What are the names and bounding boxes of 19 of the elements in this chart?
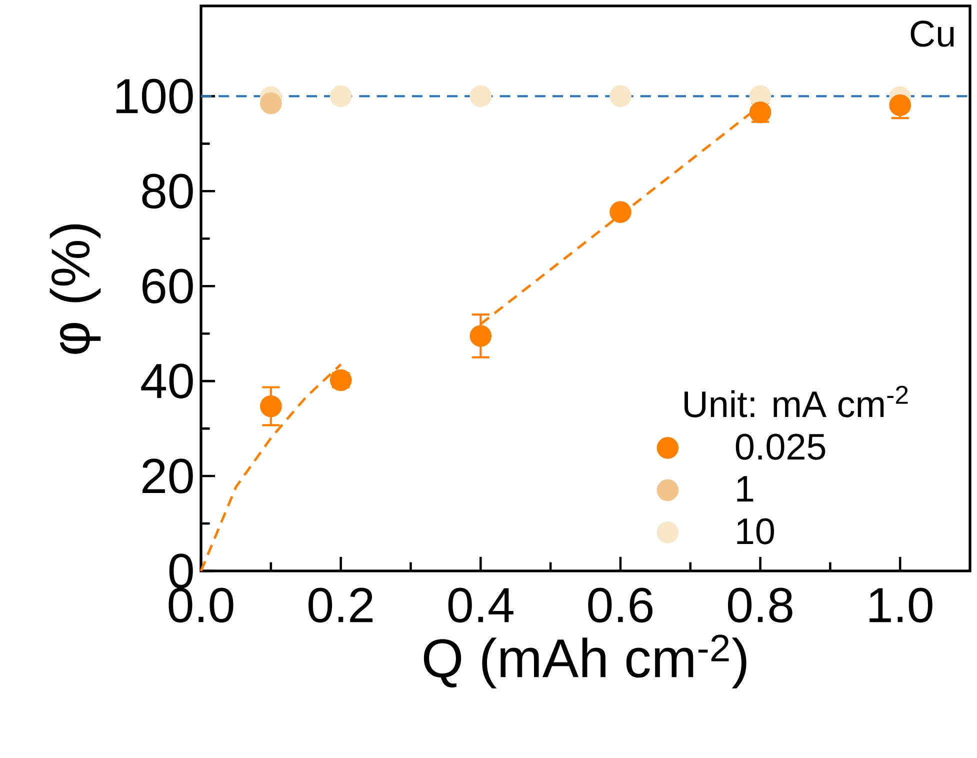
x-tick-label: 0.2 bbox=[308, 588, 373, 623]
y-tick-label: 0 bbox=[169, 554, 193, 588]
legend-label: 1 bbox=[737, 476, 754, 502]
x-tick-label: 0.4 bbox=[448, 588, 514, 623]
y-axis-title: φ (%) bbox=[50, 224, 101, 354]
legend-label: 10 bbox=[737, 518, 774, 544]
y-tick-label: 100 bbox=[116, 78, 193, 114]
y-tick-label: 40 bbox=[141, 364, 193, 398]
legend-label: 0.025 bbox=[736, 434, 826, 460]
x-axis-title: Q (mAh cm$^{-2}$) bbox=[424, 634, 746, 688]
x-tick-label: 0.6 bbox=[588, 588, 652, 623]
annotation: Cu bbox=[910, 20, 954, 47]
y-tick-label: 20 bbox=[142, 458, 193, 494]
y-tick-label: 80 bbox=[142, 174, 193, 209]
x-tick-label: 0.0 bbox=[168, 588, 234, 623]
x-tick-label: 1.0 bbox=[870, 588, 932, 623]
y-tick-label: 60 bbox=[142, 268, 193, 304]
legend-title: Unit: mA cm$^{-2}$ bbox=[684, 386, 908, 418]
x-tick-label: 0.8 bbox=[728, 588, 792, 623]
